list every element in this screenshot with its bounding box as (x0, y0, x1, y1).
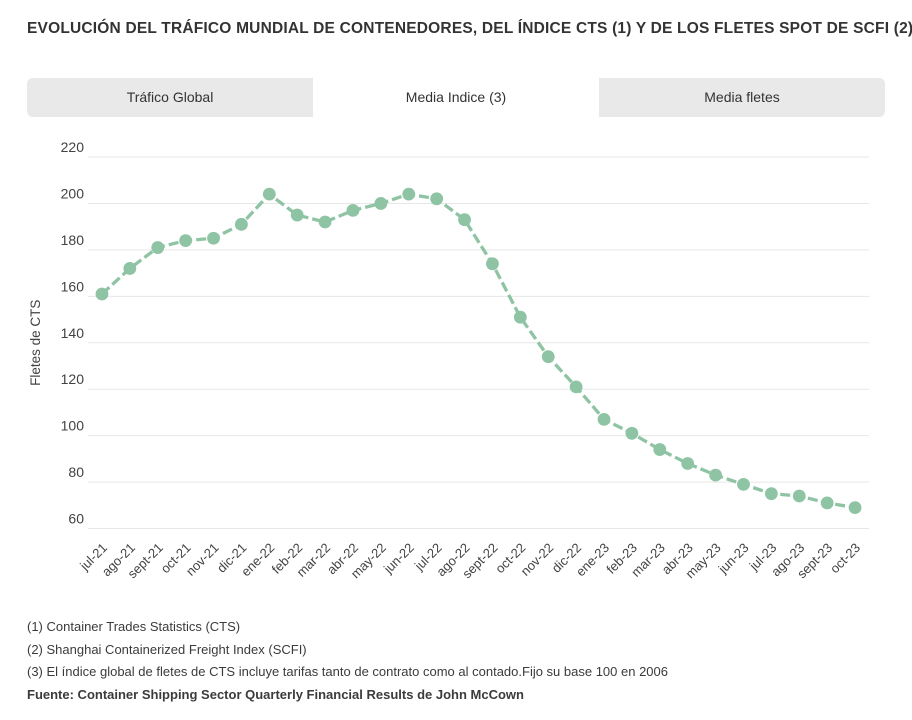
y-axis-title: Fletes de CTS (28, 300, 43, 386)
data-point[interactable] (792, 489, 806, 503)
data-point[interactable] (513, 310, 527, 324)
x-tick-label: jun-22 (380, 540, 417, 577)
data-point[interactable] (653, 443, 667, 456)
data-point[interactable] (151, 241, 165, 254)
data-point[interactable] (458, 213, 471, 227)
tab-media-indice[interactable]: Media Indice (3) (313, 78, 599, 125)
footnote-2: (2) Shanghai Containerized Freight Index… (27, 641, 307, 657)
data-point[interactable] (486, 257, 499, 271)
data-point[interactable] (179, 234, 193, 247)
source-line: Fuente: Container Shipping Sector Quarte… (27, 686, 524, 702)
footnote-3: (3) El índice global de fletes de CTS in… (27, 664, 668, 679)
y-tick-label: 140 (61, 325, 85, 341)
data-point[interactable] (737, 477, 750, 491)
tab-trafico-global[interactable]: Tráfico Global (27, 78, 313, 117)
data-point[interactable] (95, 287, 109, 301)
data-point[interactable] (430, 192, 444, 206)
data-point[interactable] (262, 187, 276, 201)
data-point[interactable] (541, 350, 555, 364)
y-tick-label: 80 (68, 464, 84, 480)
data-point[interactable] (625, 426, 639, 440)
data-point[interactable] (235, 217, 248, 231)
x-tick-label: oct-23 (827, 540, 863, 576)
data-point[interactable] (374, 197, 388, 210)
data-point[interactable] (402, 187, 416, 201)
footnote-1: (1) Container Trades Statistics (CTS) (27, 619, 241, 634)
data-point[interactable] (709, 468, 722, 482)
data-point[interactable] (207, 231, 220, 245)
footnotes: (1) Container Trades Statistics (CTS) (2… (27, 616, 668, 706)
data-point[interactable] (290, 208, 304, 222)
data-line (100, 191, 856, 510)
y-tick-label: 120 (61, 371, 85, 387)
data-point[interactable] (681, 457, 695, 470)
data-point[interactable] (569, 380, 583, 394)
data-point[interactable] (764, 487, 778, 501)
y-tick-label: 100 (61, 418, 85, 434)
data-point[interactable] (346, 204, 360, 217)
x-tick-label: jun-23 (715, 540, 752, 577)
data-point[interactable] (318, 215, 332, 229)
data-point[interactable] (123, 262, 137, 275)
line-chart: 220 200 180 160 140 120 100 80 60 Fletes de CTS ju… (28, 139, 869, 581)
y-tick-label: 180 (61, 232, 85, 248)
data-point[interactable] (597, 412, 611, 426)
y-tick-label: 200 (61, 185, 85, 201)
y-tick-label: 60 (68, 511, 84, 527)
data-point[interactable] (848, 501, 862, 515)
y-tick-label: 220 (61, 139, 85, 155)
y-tick-label: 160 (61, 278, 85, 294)
data-point[interactable] (820, 496, 834, 510)
page-title: EVOLUCIÓN DEL TRÁFICO MUNDIAL DE CONTENE… (27, 20, 912, 37)
tab-bar: Tráfico Global Media Indice (3) Media fl… (27, 78, 885, 125)
tab-media-fletes[interactable]: Media fletes (599, 78, 885, 117)
